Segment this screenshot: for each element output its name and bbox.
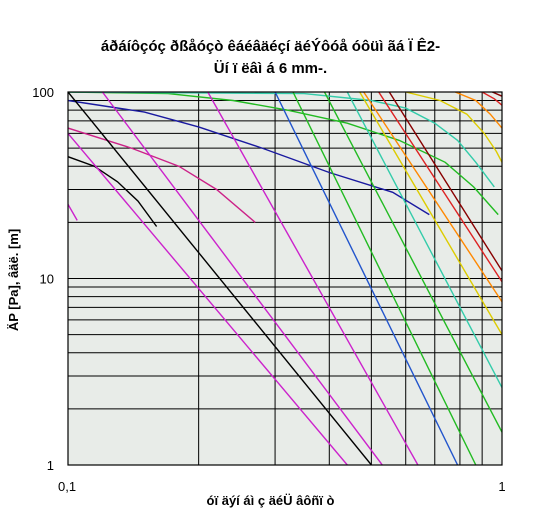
series-line-11 xyxy=(68,92,372,465)
chart-subtitle: Üí ï ëâì á 6 mm-. xyxy=(213,60,328,77)
x-axis-label: óï äýí áì ç äéÜ âôñï ò xyxy=(206,493,335,508)
series-line-20 xyxy=(363,92,502,303)
series-line-7 xyxy=(405,92,502,163)
plot-border xyxy=(67,91,503,466)
series-line-10 xyxy=(492,92,502,97)
series-line-2 xyxy=(68,156,158,227)
y-tick-label: 1 xyxy=(47,458,54,473)
x-tick-label: 1 xyxy=(498,479,505,494)
series-line-9 xyxy=(481,92,502,106)
series-line-18 xyxy=(346,92,502,388)
series-line-1 xyxy=(68,203,78,221)
series-line-17 xyxy=(323,92,502,433)
series-line-21 xyxy=(378,92,502,283)
x-tick-label: 0,1 xyxy=(58,479,76,494)
series-line-15 xyxy=(274,92,459,465)
series-line-4 xyxy=(68,99,430,216)
series-line-5 xyxy=(68,92,499,216)
y-tick-label: 10 xyxy=(40,272,54,287)
series-line-13 xyxy=(101,92,383,465)
series-line-3 xyxy=(68,127,256,223)
series-line-16 xyxy=(292,92,477,465)
y-tick-label: 100 xyxy=(32,85,54,100)
series-line-8 xyxy=(454,92,502,129)
chart-title: áðáíôçóç ðßåóçò êáéâäéçí äéÝôóå óôüì ãá … xyxy=(100,38,441,55)
series-line-12 xyxy=(68,132,348,465)
series-line-14 xyxy=(207,92,419,465)
series-line-22 xyxy=(388,92,502,272)
series-line-6 xyxy=(68,92,495,188)
series-line-19 xyxy=(359,92,502,335)
